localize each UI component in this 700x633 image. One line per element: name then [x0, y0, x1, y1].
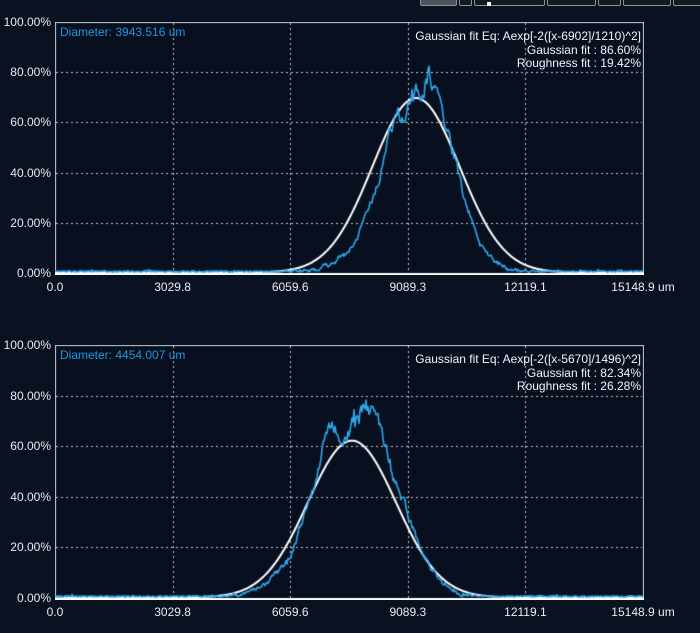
roughness-fit-percent: Roughness fit : 19.42%	[516, 56, 641, 70]
x-tick-label: 15148.9 um	[611, 605, 675, 619]
fit-annotations: Gaussian fit Eq: Aexp[-2([x-6902]/1210)^…	[415, 29, 641, 71]
y-tick-label: 80.00%	[10, 388, 51, 403]
toolbar-fragment	[418, 0, 700, 8]
y-tick-label: 40.00%	[10, 489, 51, 504]
profile-chart-x-canvas[interactable]	[55, 22, 644, 275]
y-tick-label: 60.00%	[10, 115, 51, 130]
x-tick-label: 3029.8	[154, 280, 191, 294]
gaussian-fit-percent: Gaussian fit : 86.60%	[526, 42, 641, 57]
toolbar-button-1[interactable]	[420, 0, 457, 6]
gaussian-fit-percent: Gaussian fit : 82.34%	[526, 365, 641, 380]
fit-annotations: Gaussian fit Eq: Aexp[-2([x-5670]/1496)^…	[415, 352, 641, 394]
profile-chart-x: Diameter: 3943.516 um Gaussian fit Eq: A…	[55, 22, 644, 275]
y-tick-label: 40.00%	[10, 165, 51, 180]
y-tick-label: 0.00%	[16, 266, 51, 280]
x-tick-label: 0.0	[46, 280, 64, 294]
profile-chart-y-canvas[interactable]	[55, 345, 644, 600]
gaussian-fit-equation: Gaussian fit Eq: Aexp[-2([x-6902]/1210)^…	[415, 29, 641, 43]
toolbar-button-6[interactable]	[623, 0, 671, 6]
toolbar-button-4[interactable]	[547, 0, 596, 6]
y-tick-label: 20.00%	[10, 215, 51, 230]
x-tick-label: 12119.1	[504, 605, 547, 619]
x-tick-label: 6059.6	[271, 280, 309, 294]
y-tick-label: 60.00%	[10, 439, 51, 454]
y-tick-label: 20.00%	[10, 540, 51, 555]
x-tick-label: 15148.9 um	[611, 280, 675, 294]
y-tick-label: 100.00%	[3, 338, 51, 352]
x-tick-label: 9089.3	[389, 280, 427, 294]
toolbar-button-7[interactable]	[673, 0, 700, 6]
gaussian-fit-equation: Gaussian fit Eq: Aexp[-2([x-5670]/1496)^…	[415, 352, 641, 366]
roughness-fit-percent: Roughness fit : 26.28%	[516, 379, 641, 393]
diameter-readout: Diameter: 4454.007 um	[60, 348, 186, 362]
diameter-readout: Diameter: 3943.516 um	[60, 25, 186, 39]
toolbar-button-2[interactable]	[459, 0, 472, 6]
x-tick-label: 6059.6	[271, 605, 309, 619]
toolbar-button-3[interactable]	[474, 0, 545, 6]
x-tick-label: 0.0	[46, 605, 64, 619]
x-tick-label: 3029.8	[154, 605, 191, 619]
unknown-icon	[487, 2, 491, 6]
x-tick-label: 9089.3	[389, 605, 427, 619]
x-tick-label: 12119.1	[504, 280, 547, 294]
y-tick-label: 0.00%	[16, 591, 51, 605]
y-tick-label: 100.00%	[3, 15, 51, 29]
toolbar-button-5[interactable]	[598, 0, 621, 6]
profile-chart-y: Diameter: 4454.007 um Gaussian fit Eq: A…	[55, 345, 644, 600]
y-tick-label: 80.00%	[10, 65, 51, 80]
